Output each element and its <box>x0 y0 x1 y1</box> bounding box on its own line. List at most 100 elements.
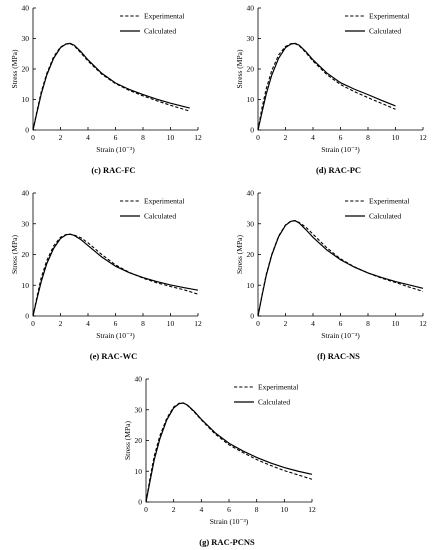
x-tick-label: 4 <box>311 133 315 142</box>
chart-rac-pc: 0 10 20 30 40 0 2 4 6 8 10 12 Strain (10⁻³) Stress (M… <box>235 4 427 175</box>
x-tick-label: 6 <box>227 505 231 514</box>
x-axis-label: Strain (10⁻³) <box>321 145 360 154</box>
legend: Experimental Calculated <box>234 383 298 407</box>
x-tick-label: 2 <box>284 319 288 328</box>
y-tick-label: 0 <box>25 126 29 135</box>
x-axis-label: Strain (10⁻³) <box>321 331 360 340</box>
y-tick-label: 0 <box>138 498 142 507</box>
x-tick-label: 0 <box>256 319 260 328</box>
x-tick-label: 8 <box>255 505 259 514</box>
legend: Experimental Calculated <box>120 12 184 36</box>
series-line-calculated <box>257 42 396 131</box>
x-tick-label: 6 <box>114 319 118 328</box>
series-line-calculated <box>145 402 313 503</box>
x-tick-label: 2 <box>284 133 288 142</box>
x-tick-label: 2 <box>59 133 63 142</box>
x-tick-label: 12 <box>194 319 202 328</box>
y-tick-label: 30 <box>22 34 30 43</box>
y-tick-label: 30 <box>135 405 143 414</box>
x-tick-label: 12 <box>419 133 427 142</box>
series-line-experimental <box>32 233 199 317</box>
series-line-experimental <box>145 402 313 503</box>
x-tick-label: 8 <box>141 319 145 328</box>
x-tick-label: 12 <box>194 133 202 142</box>
chart-caption: (c) RAC-FC <box>91 165 135 175</box>
legend-label-experimental: Experimental <box>369 12 409 21</box>
legend: Experimental Calculated <box>120 197 184 221</box>
y-tick-label: 20 <box>22 65 30 74</box>
series-line-experimental <box>257 43 396 131</box>
legend-label-experimental: Experimental <box>144 197 184 206</box>
x-tick-label: 4 <box>86 319 90 328</box>
y-tick-label: 20 <box>135 436 143 445</box>
y-tick-label: 20 <box>247 250 255 259</box>
x-tick-label: 10 <box>392 319 400 328</box>
x-tick-label: 10 <box>281 505 289 514</box>
legend: Experimental Calculated <box>345 197 409 221</box>
y-tick-label: 10 <box>22 281 30 290</box>
y-tick-label: 30 <box>247 34 255 43</box>
y-tick-label: 30 <box>247 219 255 228</box>
y-tick-label: 10 <box>247 281 255 290</box>
x-tick-label: 2 <box>59 319 63 328</box>
chart-rac-fc: 0 10 20 30 40 0 2 4 6 8 10 12 Strain (10⁻³) Stress (M… <box>10 4 202 175</box>
x-tick-label: 0 <box>256 133 260 142</box>
legend-label-calculated: Calculated <box>369 27 401 36</box>
y-axis-label: Stress (MPa) <box>10 235 19 274</box>
x-tick-label: 2 <box>172 505 176 514</box>
x-tick-label: 6 <box>114 133 118 142</box>
y-tick-label: 40 <box>135 375 143 384</box>
x-tick-label: 10 <box>167 133 175 142</box>
chart-rac-ns: 0 10 20 30 40 0 2 4 6 8 10 12 Strain (10⁻³) Stress (M… <box>235 189 427 361</box>
y-tick-label: 10 <box>135 467 143 476</box>
legend-label-calculated: Calculated <box>144 27 176 36</box>
x-tick-label: 4 <box>199 505 203 514</box>
chart-rac-wc: 0 10 20 30 40 0 2 4 6 8 10 12 Strain (10⁻³) Stress (M… <box>10 189 202 361</box>
legend: Experimental Calculated <box>345 12 409 36</box>
x-tick-label: 10 <box>167 319 175 328</box>
x-tick-label: 0 <box>31 319 35 328</box>
series-line-experimental <box>257 220 424 317</box>
x-tick-label: 6 <box>339 133 343 142</box>
x-tick-label: 6 <box>339 319 343 328</box>
y-tick-label: 40 <box>247 4 255 13</box>
chart-caption: (g) RAC-PCNS <box>199 537 255 547</box>
y-tick-label: 30 <box>22 219 30 228</box>
legend-label-calculated: Calculated <box>144 212 176 221</box>
y-tick-label: 20 <box>247 65 255 74</box>
x-tick-label: 0 <box>144 505 148 514</box>
x-tick-label: 8 <box>366 319 370 328</box>
x-tick-label: 0 <box>31 133 35 142</box>
x-tick-label: 4 <box>86 133 90 142</box>
legend-label-calculated: Calculated <box>369 212 401 221</box>
series-line-calculated <box>32 42 190 131</box>
x-tick-label: 12 <box>308 505 316 514</box>
chart-caption: (d) RAC-PC <box>316 165 361 175</box>
series-line-calculated <box>257 220 424 317</box>
y-tick-label: 0 <box>25 312 29 321</box>
y-tick-label: 10 <box>247 95 255 104</box>
y-tick-label: 40 <box>247 189 255 198</box>
y-tick-label: 40 <box>22 4 30 13</box>
y-axis-label: Stress (MPa) <box>235 49 244 88</box>
y-tick-label: 20 <box>22 250 30 259</box>
x-tick-label: 12 <box>419 319 427 328</box>
series-line-experimental <box>32 43 190 131</box>
chart-caption: (f) RAC-NS <box>317 351 360 361</box>
chart-rac-pcns: 0 10 20 30 40 0 2 4 6 8 10 12 Strain (10⁻³) Stress (M… <box>123 375 316 547</box>
legend-label-experimental: Experimental <box>369 197 409 206</box>
y-axis-label: Stress (MPa) <box>235 235 244 274</box>
legend-label-experimental: Experimental <box>144 12 184 21</box>
x-tick-label: 10 <box>392 133 400 142</box>
legend-label-experimental: Experimental <box>258 383 298 392</box>
y-tick-label: 10 <box>22 95 30 104</box>
legend-label-calculated: Calculated <box>258 398 290 407</box>
y-tick-label: 0 <box>250 312 254 321</box>
y-tick-label: 0 <box>250 126 254 135</box>
series-line-calculated <box>32 233 199 317</box>
x-tick-label: 8 <box>366 133 370 142</box>
x-axis-label: Strain (10⁻³) <box>96 145 135 154</box>
chart-caption: (e) RAC-WC <box>90 351 137 361</box>
x-tick-label: 8 <box>141 133 145 142</box>
